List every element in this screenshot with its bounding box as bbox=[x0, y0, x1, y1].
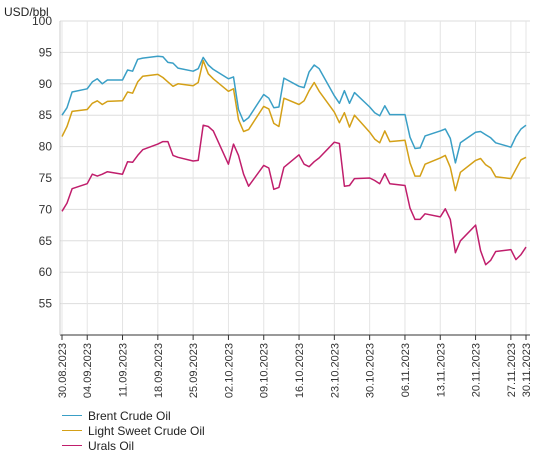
y-grid bbox=[60, 20, 530, 305]
x-tick-label: 18.09.2023 bbox=[153, 343, 165, 398]
y-tick-label: 60 bbox=[39, 265, 53, 279]
y-tick-label: 55 bbox=[39, 297, 53, 311]
series-line-light-sweet-crude-oil bbox=[61, 59, 527, 192]
y-tick-label: 90 bbox=[39, 77, 53, 91]
y-unit-label: USD/bbl bbox=[4, 5, 49, 19]
legend-label: Light Sweet Crude Oil bbox=[88, 423, 205, 438]
y-tick-label: 70 bbox=[39, 202, 53, 216]
legend-item[interactable]: Brent Crude Oil bbox=[62, 408, 205, 423]
x-tick-label: 13.11.2023 bbox=[435, 343, 447, 397]
x-tick-label: 02.10.2023 bbox=[223, 343, 235, 398]
series-lines bbox=[61, 55, 527, 266]
x-tick-label: 09.10.2023 bbox=[259, 343, 271, 398]
x-tick-label: 16.10.2023 bbox=[294, 343, 306, 398]
x-tick-labels: 30.08.2023 04.09.2023 11.09.2023 18.09.2023… bbox=[57, 343, 533, 398]
legend-item[interactable]: Urals Oil bbox=[62, 438, 205, 453]
x-tick-label: 30.10.2023 bbox=[365, 343, 377, 398]
y-tick-label: 100 bbox=[32, 14, 52, 28]
x-tick-label: 11.09.2023 bbox=[118, 343, 130, 397]
legend-swatch bbox=[62, 430, 82, 431]
legend-label: Urals Oil bbox=[88, 438, 135, 453]
y-tick-label: 85 bbox=[39, 108, 53, 122]
series-line-brent-crude-oil bbox=[61, 55, 527, 164]
x-tick-label: 04.09.2023 bbox=[82, 343, 94, 398]
legend-item[interactable]: Light Sweet Crude Oil bbox=[62, 423, 205, 438]
y-tick-label: 75 bbox=[39, 171, 53, 185]
x-grid bbox=[61, 21, 527, 340]
legend-swatch bbox=[62, 415, 82, 416]
x-tick-label: 25.09.2023 bbox=[188, 343, 200, 398]
series-line-urals-oil bbox=[61, 124, 527, 266]
legend-label: Brent Crude Oil bbox=[88, 408, 171, 423]
y-tick-label: 80 bbox=[39, 140, 53, 154]
x-tick-label: 20.11.2023 bbox=[471, 343, 483, 397]
x-tick-label: 30.11.2023 bbox=[521, 343, 533, 397]
x-tick-label: 23.10.2023 bbox=[329, 343, 341, 398]
x-tick-label: 27.11.2023 bbox=[506, 343, 518, 397]
x-tick-label: 30.08.2023 bbox=[57, 343, 69, 398]
x-tick-label: 06.11.2023 bbox=[400, 343, 412, 397]
legend: Brent Crude Oil Light Sweet Crude Oil Ural… bbox=[62, 408, 205, 453]
y-tick-label: 95 bbox=[39, 45, 53, 59]
y-tick-label: 65 bbox=[39, 234, 53, 248]
legend-swatch bbox=[62, 445, 82, 446]
y-tick-labels: 55 60 65 70 75 80 85 90 95 100 bbox=[32, 14, 52, 311]
